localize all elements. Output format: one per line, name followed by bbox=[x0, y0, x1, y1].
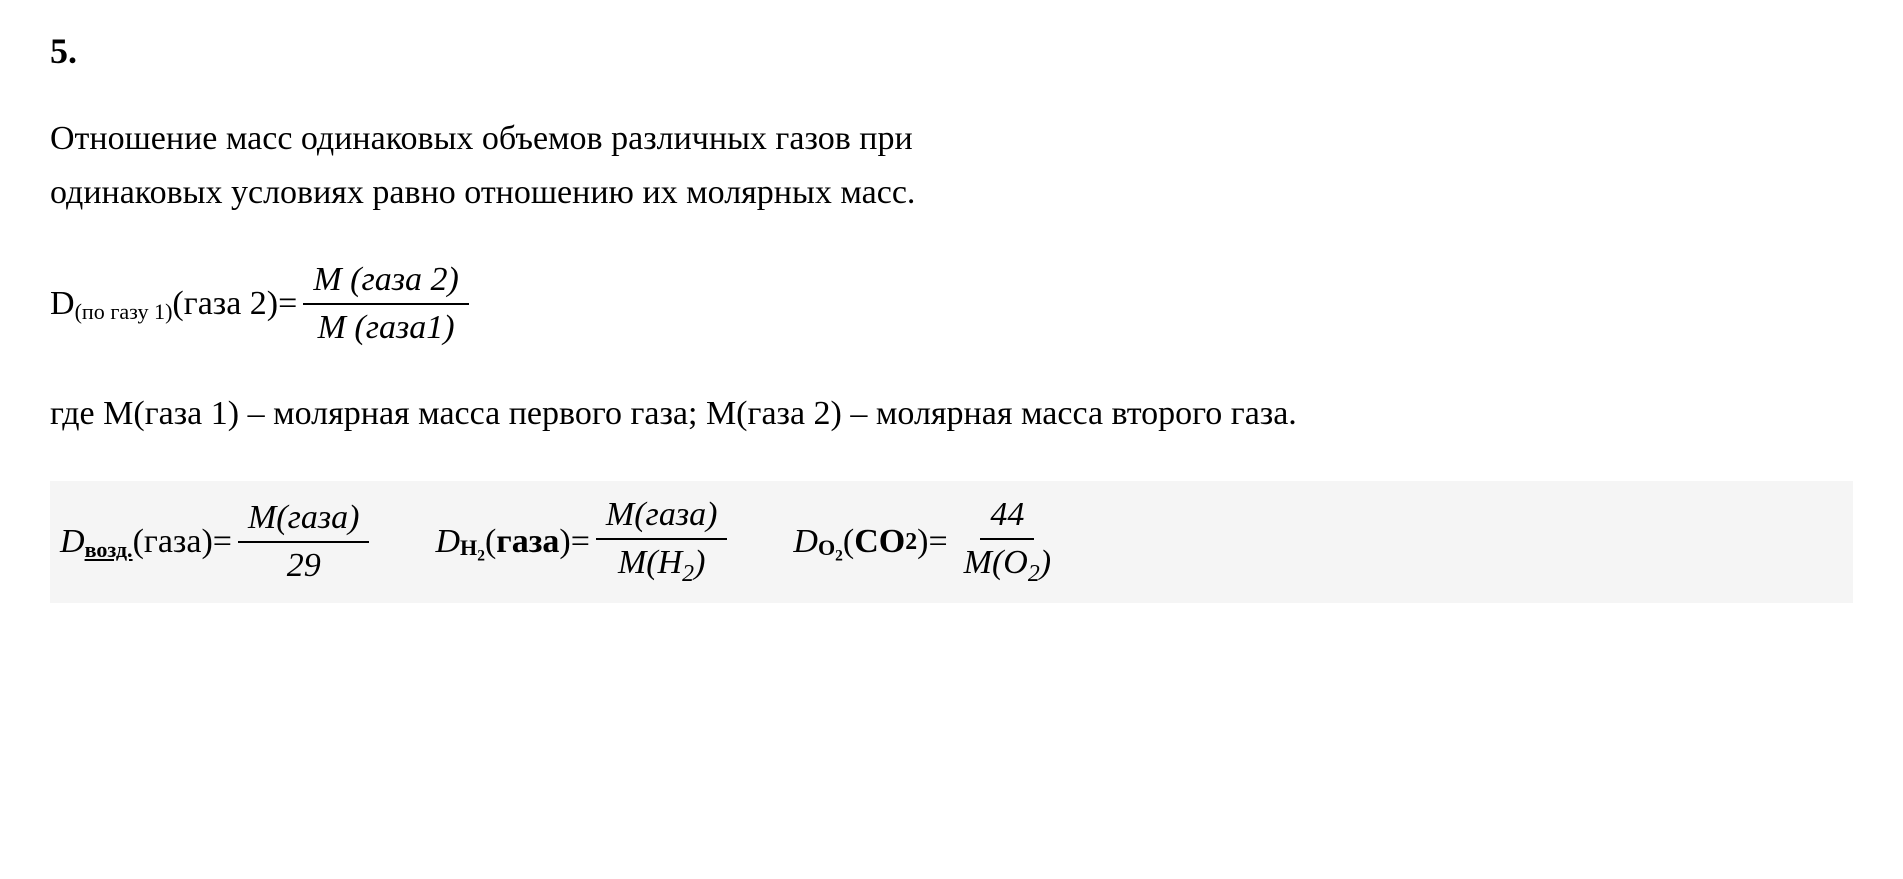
paragraph-2: где M(газа 1) – молярная масса первого г… bbox=[50, 387, 1853, 441]
formula-h2-num: M(газа) bbox=[596, 496, 728, 540]
formula-h2-fraction: M(газа) M(H2) bbox=[596, 496, 728, 588]
formula-o2-den: M(O2) bbox=[954, 540, 1061, 588]
formula-h2: D H2 (газа ) = M(газа) M(H2) bbox=[435, 496, 733, 588]
formula-h2-num-m: M bbox=[606, 496, 634, 533]
formula-o2-arg-close: ) bbox=[917, 523, 928, 561]
document-container: 5. Отношение масс одинаковых объемов раз… bbox=[50, 30, 1853, 603]
formula-h2-den-h: (H bbox=[646, 544, 682, 581]
formula-1-arg: (газа 2) bbox=[172, 285, 278, 323]
formula-h2-arg-open: ( bbox=[485, 523, 496, 561]
formula-1-equals: = bbox=[278, 285, 297, 323]
formula-h2-den-2: 2 bbox=[682, 561, 694, 587]
formula-o2-sub-o: O bbox=[818, 535, 835, 560]
formula-h2-num-arg: (газа) bbox=[634, 496, 717, 533]
paragraph-1-line-1: Отношение масс одинаковых объемов различ… bbox=[50, 120, 913, 157]
formula-o2-den-o: (O bbox=[992, 544, 1028, 581]
formula-o2-arg-2: 2 bbox=[905, 529, 917, 556]
formula-h2-sub-2: 2 bbox=[477, 547, 485, 564]
formula-o2-den-m: M bbox=[964, 544, 992, 581]
formula-air-d: D bbox=[60, 523, 85, 561]
formula-h2-d: D bbox=[435, 523, 460, 561]
formula-o2-den-2: 2 bbox=[1028, 561, 1040, 587]
formula-air-num-text: M(газа) bbox=[248, 499, 360, 536]
formula-o2-num: 44 bbox=[980, 496, 1034, 540]
formula-h2-sub-h: H bbox=[460, 535, 477, 560]
formula-o2-arg-c: CO bbox=[854, 523, 905, 561]
formula-air-sub: возд. bbox=[85, 537, 133, 563]
formula-h2-den: M(H2) bbox=[608, 540, 715, 588]
formula-h2-eq: = bbox=[571, 523, 590, 561]
formula-1-sub: (по газу 1) bbox=[75, 299, 173, 325]
formula-h2-sub: H2 bbox=[460, 535, 485, 565]
formula-h2-arg-close: ) bbox=[559, 523, 570, 561]
formula-air-den: 29 bbox=[277, 543, 331, 585]
formula-o2: D O2 ( CO2 ) = 44 M(O2) bbox=[793, 496, 1067, 588]
formula-1-d: D bbox=[50, 285, 75, 323]
formula-o2-sub-2: 2 bbox=[835, 547, 843, 564]
formula-1-fraction: M (газа 2) M (газа1) bbox=[303, 261, 469, 347]
paragraph-1: Отношение масс одинаковых объемов различ… bbox=[50, 112, 1853, 221]
paragraph-1-line-2: одинаковых условиях равно отношению их м… bbox=[50, 174, 915, 211]
formula-o2-arg-open: ( bbox=[843, 523, 854, 561]
formula-air-num: M(газа) bbox=[238, 499, 370, 543]
formula-1-numerator: M (газа 2) bbox=[303, 261, 469, 305]
formula-o2-fraction: 44 M(O2) bbox=[954, 496, 1061, 588]
question-number: 5. bbox=[50, 30, 1853, 72]
formula-o2-eq: = bbox=[928, 523, 947, 561]
formula-1-denominator: M (газа1) bbox=[308, 305, 465, 347]
formula-h2-den-m: M bbox=[618, 544, 646, 581]
formula-air-arg: (газа) bbox=[133, 523, 213, 561]
formula-h2-arg-text: газа bbox=[496, 523, 559, 561]
formula-o2-sub: O2 bbox=[818, 535, 843, 565]
formula-o2-d: D bbox=[793, 523, 818, 561]
formula-air-eq: = bbox=[213, 523, 232, 561]
formula-o2-den-close: ) bbox=[1040, 544, 1051, 581]
formula-air-fraction: M(газа) 29 bbox=[238, 499, 370, 585]
bottom-formulas: Dвозд.(газа) = M(газа) 29 D H2 (газа ) =… bbox=[50, 481, 1853, 603]
formula-h2-den-close: ) bbox=[694, 544, 705, 581]
formula-air: Dвозд.(газа) = M(газа) 29 bbox=[60, 499, 375, 585]
formula-1: D(по газу 1)(газа 2)= M (газа 2) M (газа… bbox=[50, 261, 1853, 347]
